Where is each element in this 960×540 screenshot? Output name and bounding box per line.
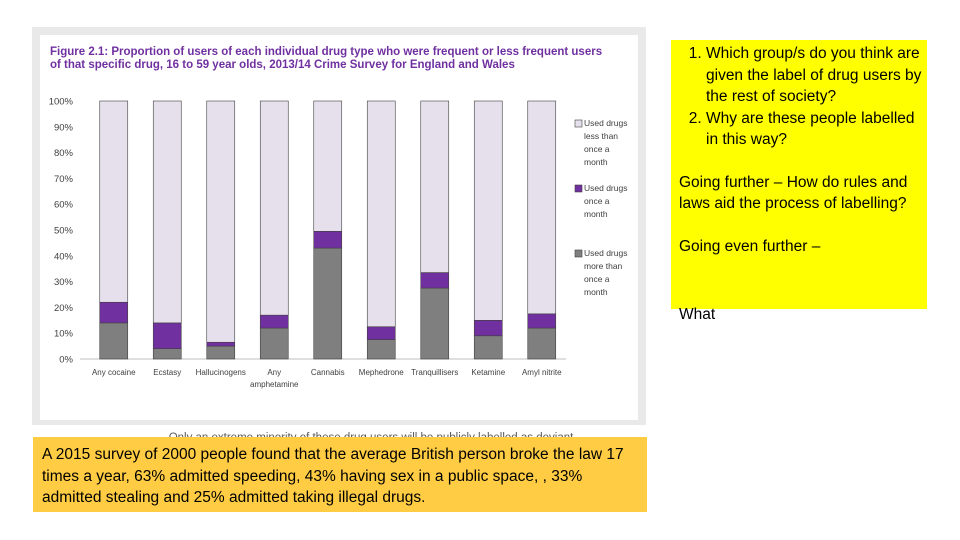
legend-swatch [574, 249, 583, 258]
bar-segment-1 [420, 287, 450, 360]
x-tick-label: Any cocaine [92, 368, 136, 377]
bar-segment-3 [206, 100, 236, 343]
bar-segment-1 [99, 322, 129, 360]
y-tick-label: 100% [49, 97, 74, 108]
y-tick-label: 0% [59, 355, 73, 366]
bar-segment-2 [99, 301, 129, 324]
overflow-text: What [679, 306, 716, 323]
bar-segment-3 [473, 100, 503, 321]
x-tick-label: Tranquillisers [411, 368, 458, 377]
y-tick-label: 50% [54, 226, 74, 237]
stacked-bar-chart: 0% 10% 20% 30% 40% 50% 60% 70% 80% 90% 100% Any coc… [49, 97, 628, 390]
question-item-1: Which group/s do you think are given the… [706, 43, 927, 108]
legend-label: month [584, 287, 608, 297]
bar-segment-1 [313, 247, 343, 360]
legend-label: Used drugs [584, 183, 627, 193]
bar-segment-3 [527, 100, 557, 315]
legend-label: Used drugs [584, 118, 627, 128]
bar-segment-2 [313, 230, 343, 249]
bar-segment-1 [473, 335, 503, 360]
x-tick-label: Ecstasy [153, 368, 181, 377]
bar-segment-2 [259, 314, 289, 329]
legend-label: once a [584, 196, 610, 206]
bar-segment-3 [366, 100, 396, 328]
y-tick-label: 80% [54, 148, 74, 159]
x-tick-label: Mephedrone [359, 368, 404, 377]
legend-label: once a [584, 274, 610, 284]
legend-label: more than [584, 261, 623, 271]
legend-label: once a [584, 144, 610, 154]
y-tick-label: 90% [54, 122, 74, 133]
bar-segment-1 [527, 327, 557, 360]
x-tick-label: Ketamine [471, 368, 505, 377]
bar-segment-1 [206, 345, 236, 360]
chart-title: Figure 2.1: Proportion of users of each … [50, 46, 603, 71]
bar-segment-3 [259, 100, 289, 316]
bar-segment-2 [527, 313, 557, 329]
y-tick-label: 10% [54, 329, 74, 340]
question-item-2: Why are these people labelled in this wa… [706, 108, 927, 151]
bar-segment-1 [152, 348, 182, 360]
bar-segment-3 [152, 100, 182, 324]
bar-segment-2 [366, 326, 396, 340]
bar-segment-3 [99, 100, 129, 303]
legend-swatch [574, 184, 583, 193]
y-tick-label: 60% [54, 200, 74, 211]
bar-segment-2 [206, 341, 236, 347]
bar-segment-2 [152, 322, 182, 349]
bar-segment-3 [313, 100, 343, 232]
legend-label: Used drugs [584, 248, 627, 258]
question-list: Which group/s do you think are given the… [671, 43, 927, 151]
x-tick-label: Any [267, 368, 281, 377]
bar-segment-2 [473, 319, 503, 337]
bar-segment-1 [259, 327, 289, 360]
bar-segment-1 [366, 339, 396, 360]
bar-segment-2 [420, 272, 450, 289]
y-tick-label: 40% [54, 251, 74, 262]
questions-box: Which group/s do you think are given the… [671, 40, 927, 309]
legend-label: month [584, 209, 608, 219]
x-tick-label: Amyl nitrite [522, 368, 562, 377]
survey-text: A 2015 survey of 2000 people found that … [42, 446, 624, 506]
survey-box [33, 437, 647, 512]
going-even-further-text: Going even further – [679, 237, 821, 255]
legend-label: less than [584, 131, 618, 141]
x-tick-label: Cannabis [311, 368, 345, 377]
y-tick-label: 20% [54, 303, 74, 314]
bar-segment-3 [420, 100, 450, 273]
y-tick-label: 30% [54, 277, 74, 288]
legend-swatch [574, 119, 583, 128]
going-further-text: Going further – How do rules and laws ai… [679, 173, 908, 213]
y-tick-label: 70% [54, 174, 74, 185]
x-tick-label: amphetamine [250, 380, 299, 389]
x-tick-label: Hallucinogens [196, 368, 246, 377]
legend-label: month [584, 157, 608, 167]
